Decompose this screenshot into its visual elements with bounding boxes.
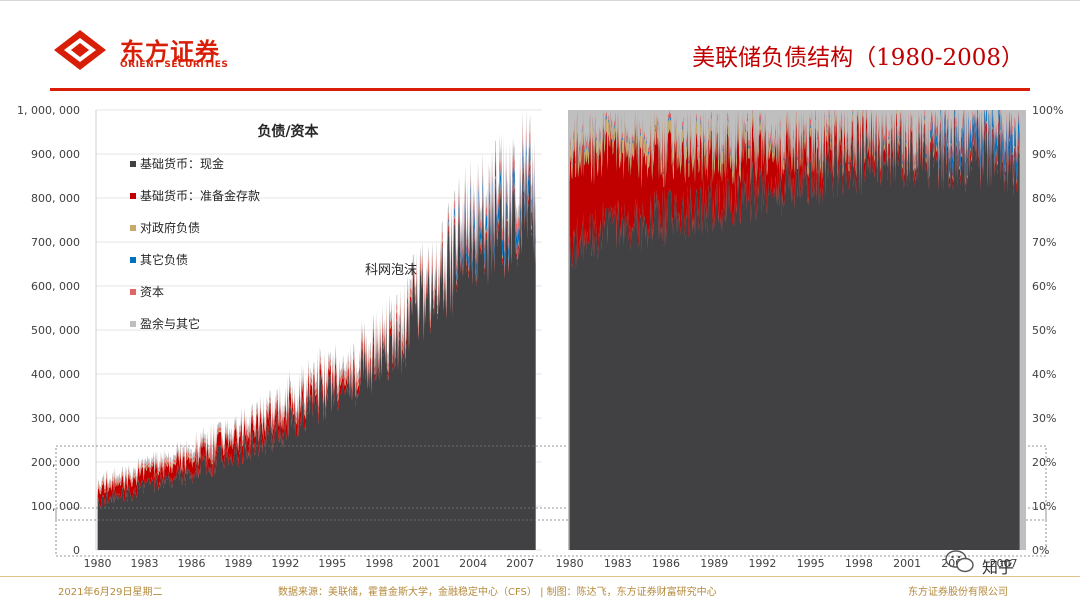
watermark-text: 知乎 [982, 558, 1015, 577]
right-x-tick-label: 1998 [845, 557, 873, 570]
wechat-icon [945, 550, 974, 573]
left-x-tick-label: 1983 [131, 557, 159, 570]
left-y-tick-label: 100, 000 [31, 500, 80, 513]
left-x-tick-label: 2001 [412, 557, 440, 570]
right-y-tick-label: 30% [1032, 412, 1056, 425]
dashed-box-inner [55, 507, 1047, 521]
left-y-tick-label: 300, 000 [31, 412, 80, 425]
left-x-tick-label: 2007 [506, 557, 534, 570]
right-y-tick-label: 70% [1032, 236, 1056, 249]
legend-swatch-1 [130, 161, 136, 167]
legend-swatch-3 [130, 225, 136, 231]
dashed-box-outer [55, 445, 1047, 557]
right-x-tick-label: 1995 [797, 557, 825, 570]
left-x-tick-label: 2004 [459, 557, 487, 570]
logo-chinese-name: 东方证券 [120, 38, 220, 66]
annotation-dotcom-bubble: 科网泡沫 [365, 263, 417, 278]
left-x-tick-label: 1980 [84, 557, 112, 570]
legend-swatch-4 [130, 257, 136, 263]
left-area-layer-1 [97, 160, 536, 550]
right-area-layer-5 [569, 110, 1020, 174]
right-y-tick-label: 10% [1032, 500, 1056, 513]
legend-label-6: 盈余与其它 [140, 316, 200, 331]
legend-swatch-5 [130, 289, 136, 295]
right-x-tick-label: 1983 [604, 557, 632, 570]
right-chart: 0% 10% 20% 30% 40% 50% 60% 70% 80% 90% 100% 1980 198… [556, 104, 1064, 570]
left-y-tick-label: 800, 000 [31, 192, 80, 205]
legend-label-1: 基础货币：现金 [140, 156, 224, 171]
logo-mark-icon [54, 30, 106, 70]
left-x-tick-label: 1998 [365, 557, 393, 570]
right-x-tick-label: 2001 [893, 557, 921, 570]
left-x-tick-label: 1989 [224, 557, 252, 570]
right-y-tick-label: 100% [1032, 104, 1063, 117]
right-area-layer-2 [569, 110, 1020, 274]
left-area-layer-2 [97, 155, 536, 510]
right-x-tick-label: 1992 [748, 557, 776, 570]
left-x-tick-label: 1992 [271, 557, 299, 570]
slide-title: 美联储负债结构（1980-2008） [692, 45, 1024, 71]
left-y-tick-label: 0 [73, 544, 80, 557]
legend-label-5: 资本 [140, 285, 164, 299]
right-y-tick-label: 50% [1032, 324, 1056, 337]
right-y-tick-label: 20% [1032, 456, 1056, 469]
left-y-tick-label: 500, 000 [31, 324, 80, 337]
left-y-tick-label: 400, 000 [31, 368, 80, 381]
right-area-layer-1 [569, 123, 1020, 550]
right-y-tick-label: 80% [1032, 192, 1056, 205]
left-chart-title: 负债/资本 [257, 123, 319, 140]
footer-rule [0, 576, 1080, 577]
right-y-tick-label: 40% [1032, 368, 1056, 381]
left-y-tick-label: 600, 000 [31, 280, 80, 293]
legend-swatch-6 [130, 321, 136, 327]
right-y-tick-label: 60% [1032, 280, 1056, 293]
right-x-tick-label: 1986 [652, 557, 680, 570]
right-y-tick-label: 0% [1032, 544, 1049, 557]
top-rule [0, 0, 1080, 1]
title-divider [50, 88, 1030, 91]
right-y-tick-label: 90% [1032, 148, 1056, 161]
footer-date: 2021年6月29日星期二 [58, 587, 163, 598]
legend-swatch-2 [130, 193, 136, 199]
left-x-tick-label: 1986 [177, 557, 205, 570]
legend-label-2: 基础货币：准备金存款 [140, 188, 260, 203]
left-y-tick-label: 900, 000 [31, 148, 80, 161]
right-x-tick-label: 1989 [700, 557, 728, 570]
left-x-tick-label: 1995 [318, 557, 346, 570]
logo-english-name: ORIENT SECURITIES [120, 60, 229, 70]
left-y-tick-label: 200, 000 [31, 456, 80, 469]
left-y-tick-label: 700, 000 [31, 236, 80, 249]
footer-company: 东方证券股份有限公司 [908, 587, 1008, 598]
right-x-tick-label: 1980 [556, 557, 584, 570]
right-area-layer-3 [569, 110, 1020, 189]
right-x-tick-label: 2007 [990, 557, 1018, 570]
legend-label-3: 对政府负债 [140, 220, 200, 235]
right-area-layer-6 [569, 110, 1020, 169]
right-area-layer-4 [569, 110, 1020, 185]
legend-label-4: 其它负债 [140, 252, 188, 267]
company-logo: 东方证券 ORIENT SECURITIES [52, 28, 252, 72]
left-chart: 0 100, 000 200, 000 300, 000 400, 000 500, 00… [17, 104, 542, 570]
footer-source: 数据来源：美联储，霍普金斯大学，金融稳定中心（CFS） | 制图：陈达飞，东方证… [278, 587, 717, 598]
watermark: 知乎 [944, 548, 1054, 580]
left-y-tick-label: 1, 000, 000 [17, 104, 80, 117]
